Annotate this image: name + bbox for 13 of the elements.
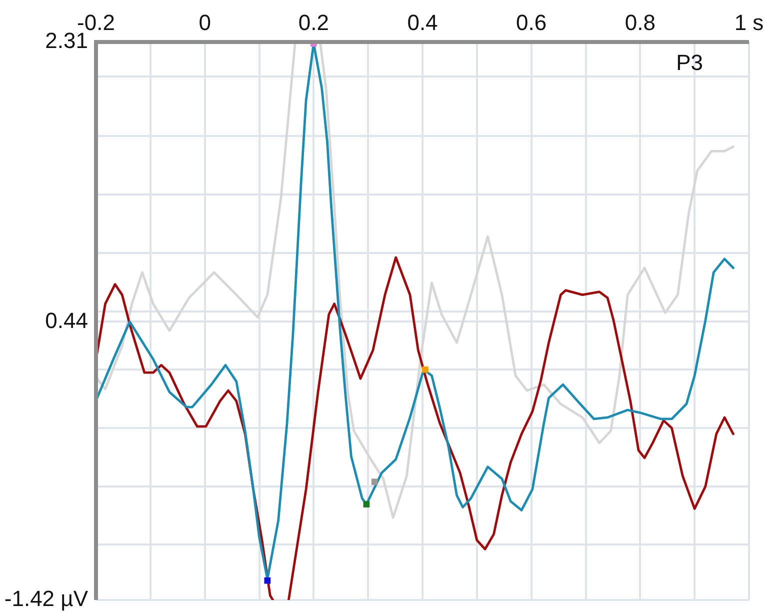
x-tick-label: 1 s xyxy=(734,10,764,36)
point xyxy=(371,478,378,485)
y-tick-label: -1.42 µV xyxy=(4,586,88,612)
x-tick-label: 0 xyxy=(198,10,211,36)
point xyxy=(264,577,271,584)
x-tick-label: 0.6 xyxy=(516,10,547,36)
y-tick-label: 0.44 xyxy=(45,308,88,333)
annotation: P3 xyxy=(676,50,703,76)
point xyxy=(363,501,370,508)
x-tick-label: 0.2 xyxy=(298,10,329,36)
point xyxy=(422,366,428,373)
x-tick-label: 0.8 xyxy=(624,10,656,36)
x-tick-label: 0.4 xyxy=(407,10,438,36)
